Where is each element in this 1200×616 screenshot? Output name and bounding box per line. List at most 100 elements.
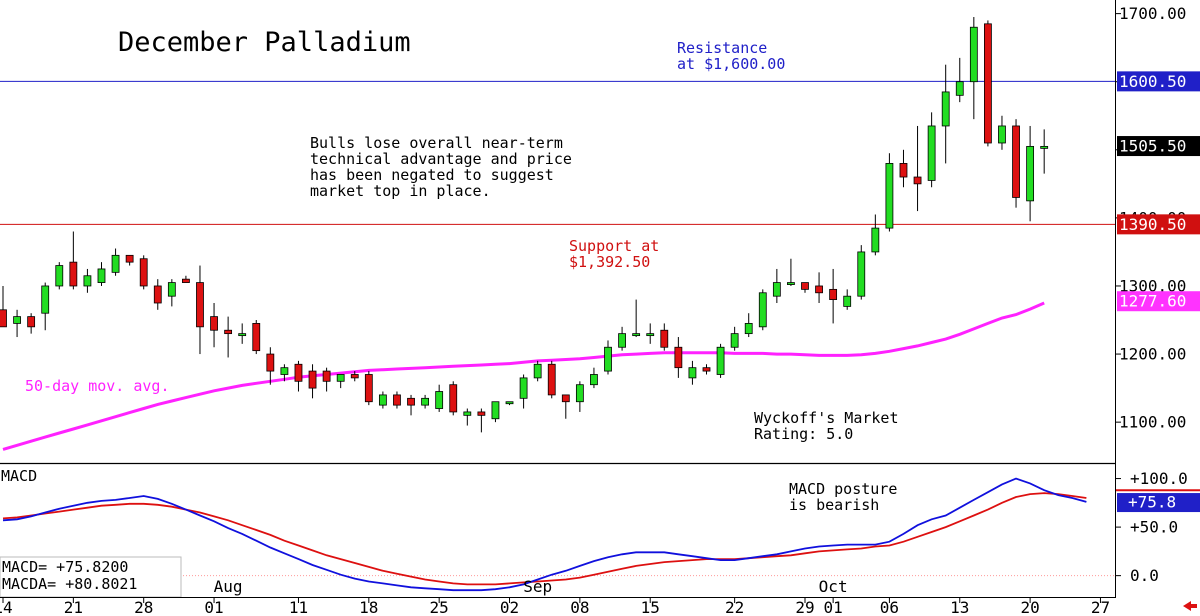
- candle-body: [252, 323, 261, 352]
- x-date-label: 29: [795, 598, 814, 616]
- candle: [13, 309, 21, 338]
- price-tick-label: 1200.00: [1119, 345, 1186, 364]
- candle-body: [674, 346, 683, 369]
- candle: [801, 282, 809, 293]
- commentary-line-4: market top in place.: [310, 182, 491, 200]
- x-date-label: 01: [823, 598, 842, 616]
- price-badge: [1117, 71, 1200, 92]
- candle-body: [266, 353, 275, 372]
- price-tick-label: 1700.00: [1119, 4, 1186, 23]
- candle: [280, 364, 289, 382]
- candle: [125, 254, 134, 266]
- candle-body: [182, 278, 190, 283]
- price-badge-label: 1600.50: [1119, 72, 1186, 91]
- price-badge: [1117, 214, 1200, 235]
- price-badge-label: 1277.60: [1119, 292, 1186, 311]
- candle: [266, 347, 275, 385]
- candle-body: [660, 329, 669, 348]
- macd-readout: MACD= +75.8200: [2, 558, 128, 576]
- macda-readout: MACDA= +80.8021: [2, 575, 137, 593]
- candle: [758, 289, 767, 331]
- candle-body: [702, 367, 711, 372]
- candle: [238, 323, 247, 344]
- candle-body: [688, 367, 697, 379]
- candle-body: [575, 384, 584, 403]
- candle: [308, 364, 317, 399]
- candle: [857, 245, 866, 300]
- candle: [632, 299, 641, 338]
- candle: [1026, 125, 1035, 222]
- candle: [252, 320, 261, 355]
- x-date-label: 14: [0, 598, 13, 616]
- candle: [0, 285, 7, 328]
- candle: [463, 408, 472, 426]
- candle: [435, 384, 444, 412]
- macd-line: [2, 477, 1087, 592]
- candle-body: [463, 411, 472, 416]
- candle: [547, 360, 556, 399]
- x-date-label: 21: [64, 598, 83, 616]
- candle: [364, 371, 373, 406]
- x-axis: 14 21 28 01 11 18 25 02 08 15 22 29 01 06 13 20 27 Aug Sep…: [0, 577, 1110, 616]
- candle-body: [378, 394, 387, 406]
- candle-body: [955, 81, 964, 96]
- candle: [83, 268, 92, 293]
- x-month-label: Oct: [819, 577, 848, 596]
- candle-body: [519, 377, 528, 399]
- resistance-label-line-2: at $1,600.00: [677, 55, 785, 73]
- candle: [350, 371, 359, 382]
- candle: [899, 149, 908, 188]
- candle-body: [533, 363, 542, 379]
- candle-body: [153, 285, 162, 304]
- candle: [716, 343, 725, 378]
- candle-body: [27, 316, 36, 328]
- candle: [449, 381, 458, 416]
- macd-badge: [1117, 493, 1200, 513]
- candle-body: [547, 363, 556, 396]
- candle: [871, 214, 880, 256]
- macd-annotation-line-2: is bearish: [789, 496, 879, 514]
- x-month-label: Aug: [214, 577, 243, 596]
- candle-body: [364, 374, 373, 403]
- candle: [590, 367, 598, 389]
- candle-body: [801, 282, 809, 290]
- x-date-label: 25: [430, 598, 449, 616]
- candle-body: [744, 323, 753, 335]
- resistance-label-line-1: Resistance: [677, 39, 767, 57]
- candle-body: [815, 285, 823, 294]
- candle-body: [280, 367, 289, 375]
- candle-body: [139, 258, 148, 287]
- candle: [702, 364, 711, 375]
- candle: [618, 326, 626, 351]
- candle: [491, 401, 500, 423]
- macd-panel-title: MACD: [1, 467, 37, 485]
- macd-badge-label: +75.8: [1128, 493, 1176, 512]
- candle-body: [421, 397, 430, 406]
- candle-body: [646, 333, 655, 337]
- candle: [955, 57, 964, 103]
- candle: [224, 316, 233, 358]
- candle-body: [491, 401, 500, 420]
- candle-body: [1026, 145, 1035, 202]
- x-date-label: 08: [570, 598, 589, 616]
- candle: [941, 64, 950, 164]
- candle-body: [435, 391, 444, 409]
- candle: [688, 360, 697, 385]
- candle: [196, 265, 204, 355]
- candle: [378, 391, 387, 409]
- macd-annotation-line-1: MACD posture: [789, 480, 897, 498]
- candle: [646, 323, 655, 344]
- candle: [322, 367, 331, 392]
- chart-title: December Palladium: [118, 27, 411, 58]
- candle-body: [618, 333, 626, 348]
- candle: [969, 17, 978, 120]
- candle-body: [55, 265, 64, 287]
- candle-body: [196, 282, 204, 328]
- x-date-label: 06: [880, 598, 899, 616]
- candle: [787, 258, 795, 286]
- candle-body: [716, 346, 725, 375]
- x-date-label: 01: [204, 598, 223, 616]
- candle-body: [449, 384, 458, 413]
- x-date-label: 27: [1091, 598, 1110, 616]
- x-month-label: Sep: [523, 577, 552, 596]
